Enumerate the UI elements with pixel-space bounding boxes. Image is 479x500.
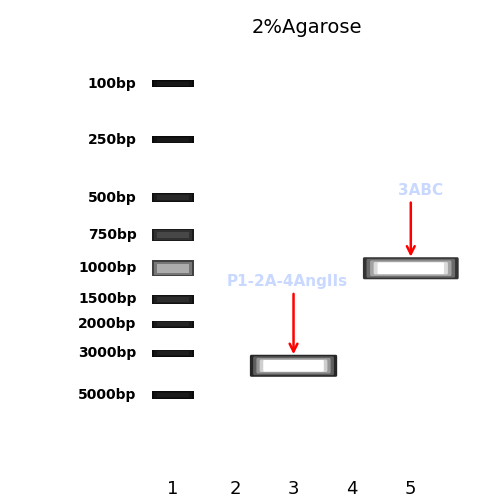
Text: 4: 4 bbox=[346, 480, 358, 498]
Bar bbox=[157, 82, 189, 86]
Bar bbox=[152, 260, 194, 276]
FancyBboxPatch shape bbox=[250, 355, 337, 377]
Bar bbox=[157, 138, 189, 141]
Bar bbox=[157, 264, 189, 273]
Text: 500bp: 500bp bbox=[88, 190, 137, 204]
Bar bbox=[154, 322, 192, 327]
FancyBboxPatch shape bbox=[363, 257, 459, 280]
Bar bbox=[154, 262, 192, 274]
Bar bbox=[157, 352, 189, 356]
FancyBboxPatch shape bbox=[260, 360, 328, 372]
Bar bbox=[152, 295, 194, 304]
FancyBboxPatch shape bbox=[263, 360, 324, 372]
Bar bbox=[152, 229, 194, 241]
Text: 5000bp: 5000bp bbox=[78, 388, 137, 402]
Bar bbox=[154, 296, 192, 303]
Text: 1000bp: 1000bp bbox=[78, 261, 137, 275]
Bar bbox=[152, 136, 194, 143]
FancyBboxPatch shape bbox=[253, 356, 334, 375]
Text: 750bp: 750bp bbox=[88, 228, 137, 242]
Bar bbox=[157, 297, 189, 302]
Bar bbox=[157, 232, 189, 238]
FancyBboxPatch shape bbox=[370, 260, 452, 276]
Bar bbox=[152, 391, 194, 398]
Text: 2: 2 bbox=[229, 480, 240, 498]
Bar bbox=[157, 322, 189, 326]
Bar bbox=[152, 320, 194, 328]
FancyBboxPatch shape bbox=[374, 262, 448, 274]
Bar bbox=[154, 350, 192, 356]
Bar bbox=[152, 193, 194, 202]
Bar bbox=[154, 392, 192, 398]
Bar bbox=[152, 80, 194, 88]
Text: 3ABC: 3ABC bbox=[398, 182, 443, 198]
Text: 1: 1 bbox=[167, 480, 179, 498]
Text: 2000bp: 2000bp bbox=[78, 318, 137, 332]
Bar bbox=[157, 195, 189, 200]
Text: P1-2A-4AngIIs: P1-2A-4AngIIs bbox=[227, 274, 348, 289]
Bar bbox=[152, 350, 194, 357]
Bar bbox=[154, 80, 192, 86]
Text: 1500bp: 1500bp bbox=[78, 292, 137, 306]
Text: 3000bp: 3000bp bbox=[78, 346, 137, 360]
Text: 3: 3 bbox=[288, 480, 299, 498]
Text: 250bp: 250bp bbox=[88, 132, 137, 146]
FancyBboxPatch shape bbox=[366, 259, 455, 278]
Bar bbox=[157, 393, 189, 397]
FancyBboxPatch shape bbox=[377, 262, 444, 274]
FancyBboxPatch shape bbox=[256, 358, 331, 374]
Text: 5: 5 bbox=[405, 480, 417, 498]
Bar bbox=[154, 194, 192, 201]
Text: 2%Agarose: 2%Agarose bbox=[251, 18, 362, 37]
Text: 100bp: 100bp bbox=[88, 76, 137, 90]
Bar bbox=[154, 136, 192, 142]
Bar bbox=[154, 230, 192, 239]
